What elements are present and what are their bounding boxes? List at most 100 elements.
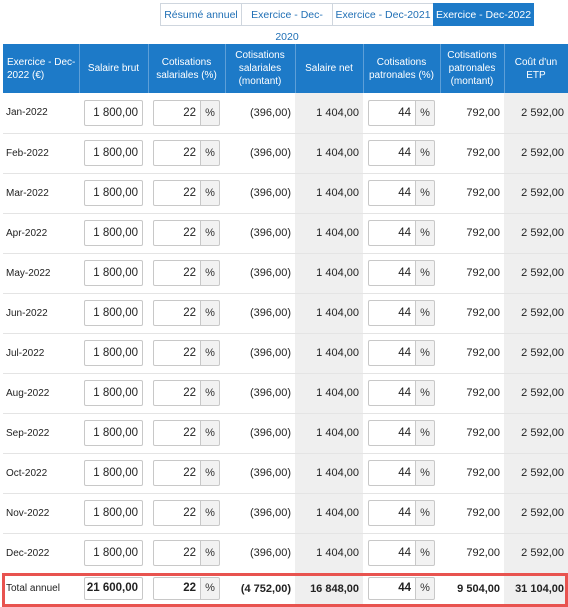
salaire-brut-input[interactable]: 1 800,00 bbox=[84, 460, 143, 486]
cotisations-salariales-pct-input[interactable]: 22 bbox=[153, 340, 201, 366]
cotisations-salariales-pct-field: 22% bbox=[153, 420, 220, 446]
cotisations-salariales-pct-input[interactable]: 22 bbox=[153, 140, 201, 166]
salaire-net: 1 404,00 bbox=[295, 493, 363, 534]
cotisations-salariales-pct-field: 22% bbox=[153, 380, 220, 406]
salaire-net: 1 404,00 bbox=[295, 253, 363, 294]
salaire-brut-input[interactable]: 1 800,00 bbox=[84, 340, 143, 366]
cout-etp: 2 592,00 bbox=[504, 493, 568, 534]
header-salaire-brut: Salaire brut bbox=[79, 44, 149, 93]
cotisations-salariales-pct-field: 22% bbox=[153, 260, 220, 286]
total-salaire-brut: 21 600,00 bbox=[84, 577, 143, 601]
total-label: Total annuel bbox=[6, 583, 60, 595]
cotisations-patronales-pct-input[interactable]: 44 bbox=[368, 340, 416, 366]
header-period: Exercice - Dec-2022 (€) bbox=[3, 44, 80, 93]
salaire-net: 1 404,00 bbox=[295, 333, 363, 374]
cotisations-salariales-montant: (396,00) bbox=[225, 253, 295, 294]
cotisations-patronales-montant: 792,00 bbox=[440, 533, 504, 574]
cotisations-salariales-montant: (396,00) bbox=[225, 93, 295, 134]
cotisations-salariales-pct-input[interactable]: 22 bbox=[153, 500, 201, 526]
table-row: Feb-2022 1 800,00 22% (396,00) 1 404,00 44% 79… bbox=[3, 133, 568, 174]
cotisations-patronales-pct-input[interactable]: 44 bbox=[368, 99, 416, 126]
cotisations-salariales-pct-input[interactable]: 22 bbox=[153, 180, 201, 206]
cotisations-patronales-pct-input[interactable]: 44 bbox=[368, 380, 416, 406]
percent-addon: % bbox=[201, 140, 220, 166]
cotisations-salariales-pct-input[interactable]: 22 bbox=[153, 260, 201, 286]
cotisations-salariales-pct-input[interactable]: 22 bbox=[153, 420, 201, 446]
cotisations-patronales-pct-input[interactable]: 44 bbox=[368, 220, 416, 246]
cotisations-patronales-pct-input[interactable]: 44 bbox=[368, 260, 416, 286]
cotisations-patronales-pct-input[interactable]: 44 bbox=[368, 140, 416, 166]
cout-etp: 2 592,00 bbox=[504, 413, 568, 454]
total-cotisations-salariales-pct: 22% bbox=[153, 577, 220, 601]
cotisations-salariales-pct-field: 22% bbox=[153, 460, 220, 486]
percent-addon: % bbox=[416, 340, 435, 366]
salaire-brut-input[interactable]: 1 800,00 bbox=[84, 140, 143, 166]
cotisations-salariales-pct-input[interactable]: 22 bbox=[153, 99, 201, 126]
cotisations-patronales-montant: 792,00 bbox=[440, 413, 504, 454]
cotisations-salariales-pct-input[interactable]: 22 bbox=[153, 380, 201, 406]
cotisations-salariales-montant: (396,00) bbox=[225, 293, 295, 334]
cotisations-patronales-pct-input[interactable]: 44 bbox=[368, 420, 416, 446]
salaire-brut-input[interactable]: 1 800,00 bbox=[84, 420, 143, 446]
percent-addon: % bbox=[201, 260, 220, 286]
total-salaire-net: 16 848,00 bbox=[295, 573, 363, 604]
cotisations-salariales-pct-input[interactable]: 22 bbox=[153, 540, 201, 566]
cout-etp: 2 592,00 bbox=[504, 533, 568, 574]
salaire-brut-input[interactable]: 1 800,00 bbox=[84, 540, 143, 566]
cotisations-patronales-pct-input[interactable]: 44 bbox=[368, 460, 416, 486]
salaire-brut-input[interactable]: 1 800,00 bbox=[84, 380, 143, 406]
cotisations-salariales-montant: (396,00) bbox=[225, 533, 295, 574]
table-row: Jun-2022 1 800,00 22% (396,00) 1 404,00 44% 79… bbox=[3, 293, 568, 334]
cotisations-patronales-pct-field: 44% bbox=[368, 220, 435, 246]
cotisations-salariales-pct-input[interactable]: 22 bbox=[153, 220, 201, 246]
percent-addon: % bbox=[201, 380, 220, 406]
tab-exercice-dec-2020[interactable]: Exercice - Dec-2020 bbox=[241, 3, 332, 43]
total-cout-etp: 31 104,00 bbox=[504, 573, 568, 604]
cotisations-salariales-pct-field: 22% bbox=[153, 300, 220, 326]
month-label: Nov-2022 bbox=[3, 493, 79, 534]
cotisations-salariales-pct-field: 22% bbox=[153, 340, 220, 366]
percent-addon: % bbox=[201, 340, 220, 366]
percent-addon: % bbox=[201, 540, 220, 566]
cotisations-patronales-pct-field: 44% bbox=[368, 460, 435, 486]
table-header-row: Exercice - Dec-2022 (€) Salaire brut Cot… bbox=[3, 44, 568, 93]
salaire-brut-input[interactable]: 1 800,00 bbox=[84, 260, 143, 286]
cotisations-patronales-pct-input[interactable]: 44 bbox=[368, 180, 416, 206]
cotisations-patronales-pct-field: 44% bbox=[368, 140, 435, 166]
cotisations-salariales-pct-input[interactable]: 22 bbox=[153, 300, 201, 326]
salaire-net: 1 404,00 bbox=[295, 213, 363, 254]
salaire-net: 1 404,00 bbox=[295, 453, 363, 494]
cotisations-patronales-pct-field: 44% bbox=[368, 300, 435, 326]
cotisations-patronales-pct-input[interactable]: 44 bbox=[368, 500, 416, 526]
tab-resume-annuel[interactable]: Résumé annuel bbox=[160, 3, 241, 26]
cotisations-patronales-pct-input[interactable]: 44 bbox=[368, 300, 416, 326]
total-cotisations-patronales-montant: 9 504,00 bbox=[457, 582, 500, 595]
cotisations-salariales-pct-input[interactable]: 22 bbox=[153, 460, 201, 486]
cout-etp: 2 592,00 bbox=[504, 213, 568, 254]
salaire-brut-input[interactable]: 1 800,00 bbox=[84, 300, 143, 326]
table-row: Dec-2022 1 800,00 22% (396,00) 1 404,00 44% 79… bbox=[3, 533, 568, 574]
salaire-brut-input[interactable]: 1 800,00 bbox=[84, 220, 143, 246]
salaire-brut-input[interactable]: 1 800,00 bbox=[84, 180, 143, 206]
tab-exercice-dec-2022[interactable]: Exercice - Dec-2022 bbox=[433, 3, 534, 26]
salaire-brut-input[interactable]: 1 800,00 bbox=[84, 99, 143, 126]
cotisations-patronales-montant: 792,00 bbox=[440, 493, 504, 534]
cout-etp: 2 592,00 bbox=[504, 373, 568, 414]
header-cout-etp: Coût d'un ETP bbox=[504, 44, 568, 93]
percent-addon: % bbox=[416, 260, 435, 286]
percent-addon: % bbox=[416, 460, 435, 486]
percent-addon: % bbox=[201, 460, 220, 486]
percent-addon: % bbox=[416, 220, 435, 246]
cotisations-salariales-pct-field: 22% bbox=[153, 220, 220, 246]
cout-etp: 2 592,00 bbox=[504, 133, 568, 174]
table-row: Sep-2022 1 800,00 22% (396,00) 1 404,00 44% 79… bbox=[3, 413, 568, 454]
salaire-net: 1 404,00 bbox=[295, 173, 363, 214]
cout-etp: 2 592,00 bbox=[504, 173, 568, 214]
cotisations-patronales-montant: 792,00 bbox=[440, 133, 504, 174]
cotisations-patronales-pct-input[interactable]: 44 bbox=[368, 540, 416, 566]
cotisations-patronales-pct-field: 44% bbox=[368, 420, 435, 446]
cotisations-patronales-montant: 792,00 bbox=[440, 453, 504, 494]
tab-exercice-dec-2021[interactable]: Exercice - Dec-2021 bbox=[332, 3, 433, 26]
percent-addon: % bbox=[201, 577, 220, 601]
salaire-brut-input[interactable]: 1 800,00 bbox=[84, 500, 143, 526]
